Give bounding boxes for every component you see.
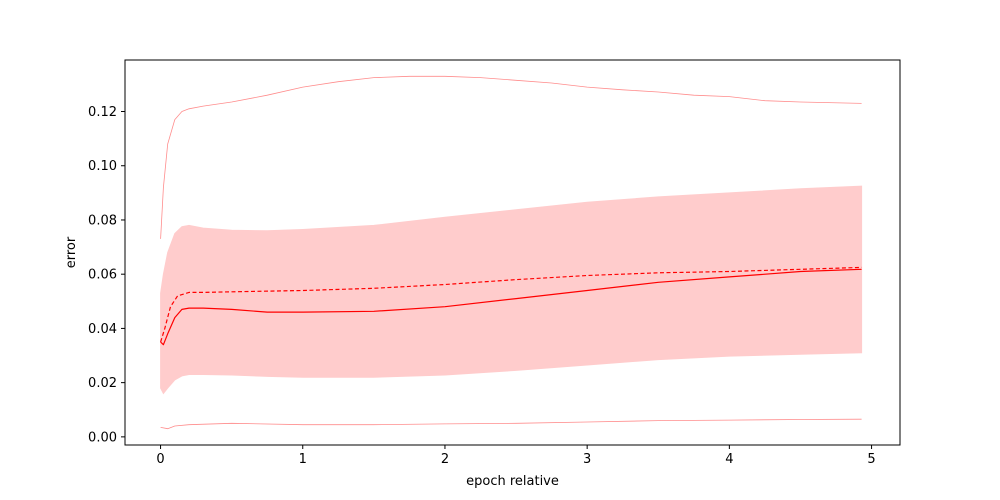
std-band: [160, 185, 863, 395]
x-tick-label: 2: [441, 452, 449, 467]
x-tick-label: 3: [583, 452, 591, 467]
min-line: [160, 418, 862, 430]
x-tick-label: 4: [725, 452, 733, 467]
x-tick-label: 5: [867, 452, 875, 467]
plot-area: [160, 75, 863, 430]
y-tick-label: 0.10: [88, 159, 117, 174]
x-tick-label: 0: [156, 452, 164, 467]
y-axis: 0.00 0.02 0.04 0.06 0.08 0.10 0.12: [88, 105, 125, 445]
y-tick-label: 0.04: [88, 322, 117, 337]
axes-frame: [124, 59, 901, 446]
y-tick-label: 0.06: [88, 268, 117, 283]
y-tick-label: 0.02: [88, 376, 117, 391]
median-line: [160, 266, 862, 343]
y-tick-label: 0.08: [88, 213, 117, 228]
y-tick-label: 0.00: [88, 430, 117, 445]
mean-line: [160, 268, 862, 346]
x-tick-label: 1: [299, 452, 307, 467]
max-line: [160, 75, 862, 239]
x-axis: 0 1 2 3 4 5: [156, 445, 876, 467]
y-tick-label: 0.12: [88, 105, 117, 120]
x-axis-label: epoch relative: [466, 474, 559, 489]
y-axis-label: error: [64, 236, 79, 268]
